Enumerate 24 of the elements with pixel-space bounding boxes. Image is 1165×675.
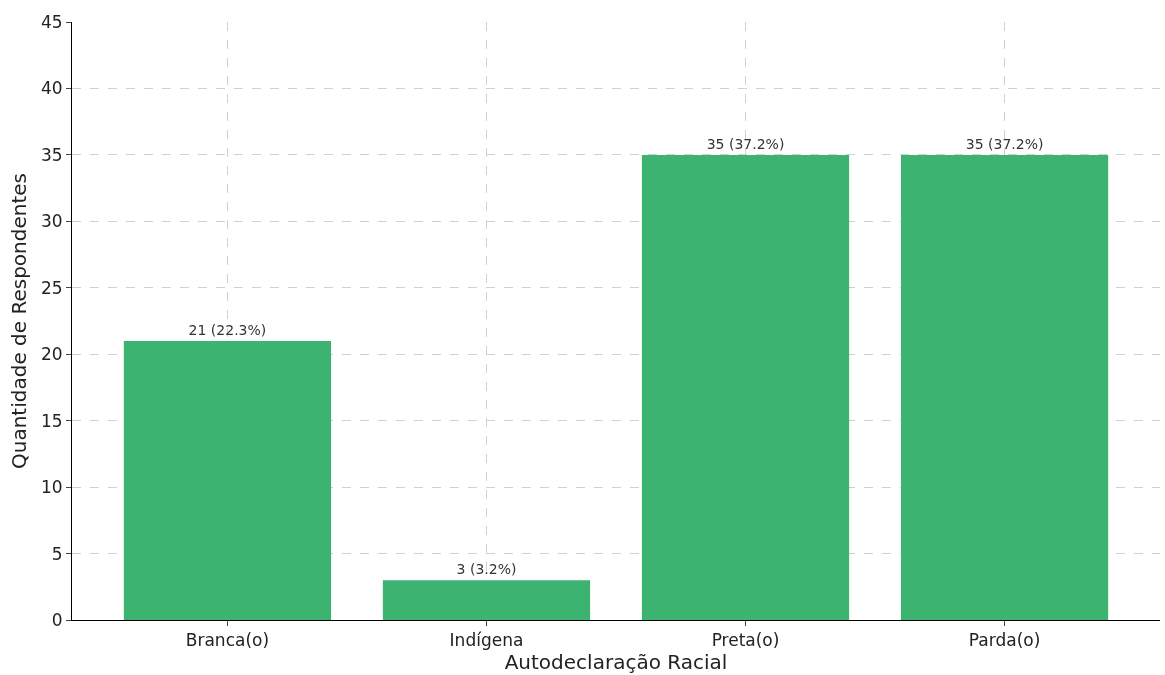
data-label: 35 (37.2%) — [706, 135, 785, 152]
x-tick-label: Indígena — [449, 630, 524, 651]
data-label: 21 (22.3%) — [188, 321, 267, 338]
y-tick-label: 30 — [40, 211, 63, 232]
y-tick-label: 40 — [40, 78, 63, 99]
y-tick-label: 45 — [40, 11, 63, 32]
y-tick-label: 0 — [51, 609, 63, 630]
y-axis-title: Quantidade de Respondentes — [7, 173, 32, 469]
bar — [900, 154, 1109, 620]
bar — [382, 580, 591, 620]
bar — [123, 340, 332, 620]
y-tick-label: 35 — [40, 144, 63, 165]
x-tick-label: Branca(o) — [185, 630, 270, 651]
data-label: 35 (37.2%) — [965, 135, 1044, 152]
x-axis-title: Autodeclaração Racial — [504, 650, 728, 675]
bar — [641, 154, 850, 620]
y-tick-label: 5 — [51, 543, 63, 564]
x-tick-label: Parda(o) — [968, 630, 1041, 651]
data-label: 3 (3.2%) — [456, 561, 517, 578]
y-tick-label: 25 — [40, 277, 63, 298]
y-tick-label: 15 — [40, 410, 63, 431]
x-tick-label: Preta(o) — [711, 630, 780, 651]
y-tick-label: 10 — [40, 477, 63, 498]
y-tick-label: 20 — [40, 344, 63, 365]
